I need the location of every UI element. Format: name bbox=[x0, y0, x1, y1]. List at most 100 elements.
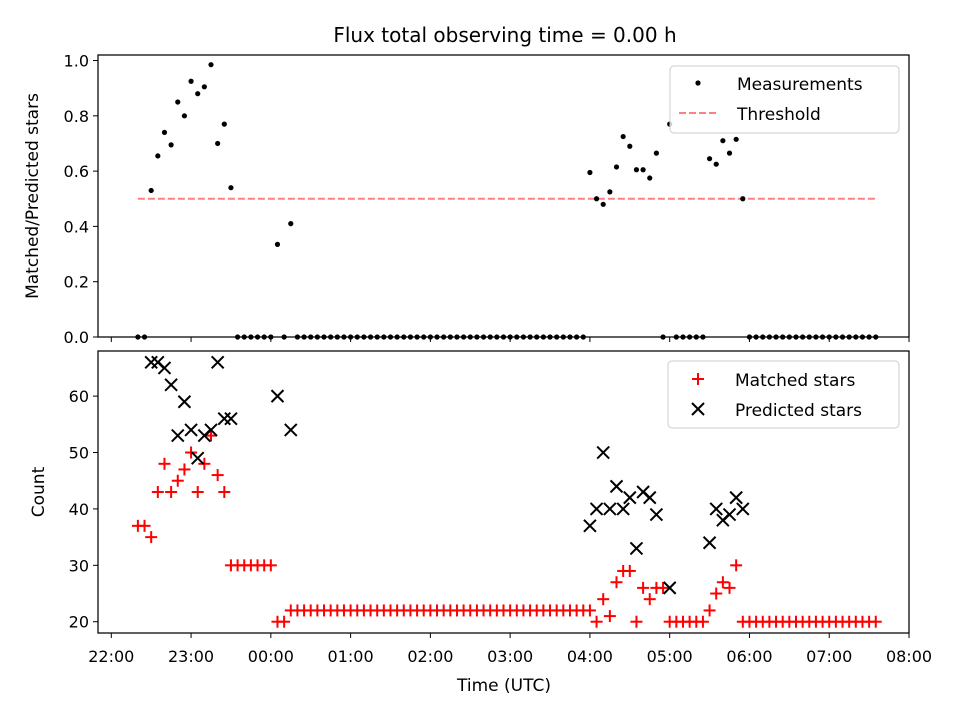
measurement-point bbox=[733, 136, 739, 142]
legend-measurements-label: Measurements bbox=[737, 75, 863, 95]
measurement-point bbox=[195, 91, 201, 97]
legend-matched-label: Matched stars bbox=[735, 371, 855, 391]
bottom-xtick-label: 02:00 bbox=[407, 647, 453, 666]
matched-star-point bbox=[198, 457, 211, 470]
bottom-panel-xlabel: Time (UTC) bbox=[456, 676, 551, 696]
predicted-star-point bbox=[722, 507, 737, 522]
bottom-panel-marks bbox=[131, 355, 882, 628]
matched-star-point bbox=[218, 486, 231, 498]
predicted-star-point bbox=[583, 519, 597, 533]
bottom-ytick-label: 20 bbox=[69, 613, 89, 632]
top-panel-frame bbox=[97, 54, 910, 338]
predicted-star-point bbox=[164, 378, 178, 392]
bottom-legend-box bbox=[667, 360, 900, 429]
matched-star-point bbox=[603, 610, 616, 623]
predicted-star-point bbox=[157, 361, 172, 375]
bottom-panel-frame bbox=[97, 350, 910, 634]
predicted-star-point bbox=[662, 581, 677, 595]
matched-star-point bbox=[264, 559, 277, 572]
matched-star-point bbox=[211, 469, 224, 482]
predicted-star-point bbox=[709, 502, 723, 516]
measurement-point bbox=[613, 164, 620, 170]
predicted-star-point bbox=[204, 423, 218, 437]
top-panel-x-ticks bbox=[110, 337, 910, 342]
measurement-point bbox=[647, 175, 653, 181]
predicted-star-point bbox=[603, 502, 617, 516]
bottom-xtick-label: 04:00 bbox=[567, 647, 613, 666]
matched-star-point bbox=[145, 531, 158, 544]
matched-star-point bbox=[171, 474, 184, 487]
matched-star-point bbox=[185, 446, 198, 459]
legend-matched-marker bbox=[692, 373, 704, 385]
bottom-panel-y-ticks: 20 30 40 50 60 bbox=[69, 387, 98, 632]
bottom-ytick-label: 50 bbox=[69, 444, 89, 463]
measurement-point bbox=[208, 62, 214, 68]
measurement-point bbox=[587, 169, 593, 176]
measurement-point bbox=[155, 153, 161, 159]
measurement-point bbox=[726, 150, 733, 156]
top-ytick-label: 0.6 bbox=[64, 162, 89, 181]
measurement-point bbox=[221, 121, 227, 127]
matched-star-point bbox=[710, 587, 723, 600]
matched-star-point bbox=[138, 519, 151, 532]
matched-star-point bbox=[696, 615, 709, 628]
legend-measurements-marker bbox=[695, 80, 701, 86]
measurement-point bbox=[653, 150, 659, 156]
measurement-point bbox=[640, 167, 646, 173]
measurement-point bbox=[620, 133, 626, 140]
bottom-xtick-label: 05:00 bbox=[647, 647, 693, 666]
bottom-ytick-label: 60 bbox=[69, 387, 89, 406]
top-panel-marks bbox=[135, 62, 879, 340]
legend-predicted-marker bbox=[691, 402, 705, 416]
predicted-star-point bbox=[623, 490, 637, 505]
bottom-xtick-label: 23:00 bbox=[168, 647, 214, 666]
top-panel-y-ticks: 0.0 0.2 0.4 0.6 0.8 1.0 bbox=[64, 52, 98, 347]
bottom-legend: Matched stars Predicted stars bbox=[667, 360, 900, 429]
matched-star-point bbox=[723, 581, 736, 594]
predicted-star-point bbox=[629, 541, 644, 556]
predicted-star-point bbox=[596, 445, 610, 460]
bottom-xtick-label: 07:00 bbox=[806, 647, 852, 666]
predicted-star-point bbox=[171, 428, 185, 443]
matched-star-point bbox=[630, 615, 643, 628]
measurement-point bbox=[740, 196, 746, 202]
matched-star-point bbox=[610, 576, 623, 589]
matched-star-point bbox=[657, 581, 670, 594]
predicted-star-point bbox=[729, 490, 743, 505]
predicted-star-point bbox=[144, 355, 158, 369]
matched-star-point bbox=[590, 615, 603, 628]
matched-star-point bbox=[716, 576, 729, 589]
predicted-star-point bbox=[284, 423, 298, 437]
matched-star-point bbox=[637, 581, 650, 594]
legend-threshold-label: Threshold bbox=[736, 105, 821, 125]
measurement-point bbox=[706, 156, 713, 162]
predicted-star-point bbox=[177, 395, 192, 409]
matched-star-point bbox=[597, 593, 610, 606]
measurement-point bbox=[720, 138, 726, 144]
matched-star-point bbox=[643, 593, 656, 606]
legend-predicted-label: Predicted stars bbox=[735, 401, 862, 421]
bottom-xtick-label: 06:00 bbox=[726, 647, 772, 666]
measurement-point bbox=[713, 161, 719, 167]
predicted-star-point bbox=[649, 507, 664, 522]
matched-star-point bbox=[278, 615, 291, 628]
measurement-point bbox=[201, 84, 207, 90]
bottom-panel-x-ticks: 22:00 23:00 00:00 01:00 02:00 03:00 04:00 05:00… bbox=[88, 633, 932, 666]
bottom-xtick-label: 22:00 bbox=[88, 647, 134, 666]
measurement-point bbox=[627, 143, 633, 149]
predicted-star-point bbox=[702, 536, 717, 550]
top-ytick-label: 0.2 bbox=[64, 273, 89, 292]
predicted-star-point bbox=[270, 389, 285, 403]
bottom-xtick-label: 03:00 bbox=[487, 647, 533, 666]
measurement-point bbox=[288, 221, 294, 227]
matched-star-point bbox=[869, 615, 882, 628]
predicted-star-point bbox=[589, 502, 604, 516]
top-legend-box bbox=[669, 65, 900, 134]
predicted-star-point bbox=[191, 451, 205, 465]
matched-star-point bbox=[165, 486, 178, 498]
top-ytick-label: 1.0 bbox=[64, 52, 89, 71]
bottom-ytick-label: 40 bbox=[69, 500, 89, 519]
bottom-xtick-label: 01:00 bbox=[328, 647, 374, 666]
bottom-panel-ylabel: Count bbox=[29, 466, 49, 517]
